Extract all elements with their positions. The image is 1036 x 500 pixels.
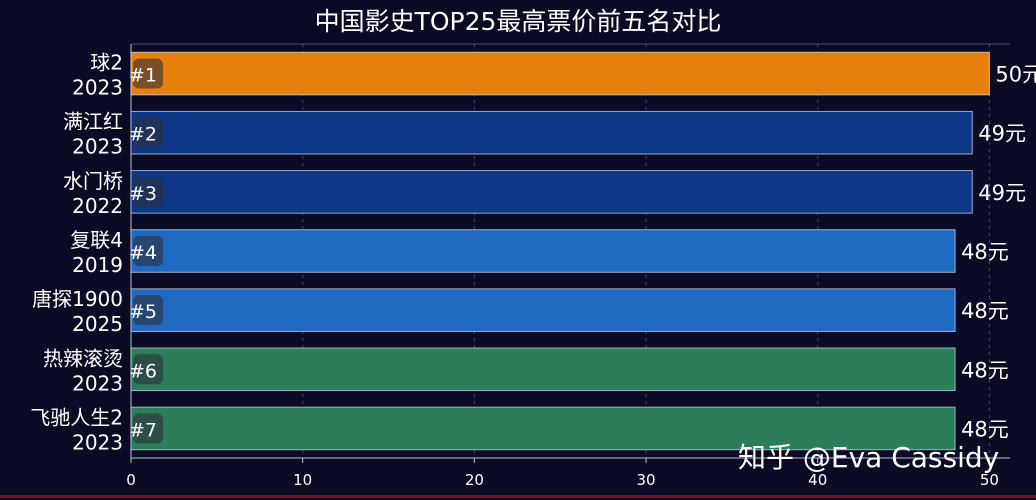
category-name-label: 唐探1900 xyxy=(32,287,123,311)
x-tick-label: 40 xyxy=(808,471,827,489)
rank-label: #7 xyxy=(129,419,157,441)
rank-badge xyxy=(133,413,163,444)
bottom-divider xyxy=(0,495,1036,498)
rank-badge xyxy=(133,117,163,148)
value-label: 49元 xyxy=(978,181,1026,205)
category-year-label: 2023 xyxy=(72,135,123,159)
category-name-label: 水门桥 xyxy=(63,169,123,193)
x-tick-label: 20 xyxy=(465,471,484,489)
value-label: 48元 xyxy=(961,417,1009,441)
category-year-label: 2023 xyxy=(72,76,123,100)
bar xyxy=(130,288,956,332)
rank-badge xyxy=(133,58,163,89)
rank-label: #5 xyxy=(129,301,157,323)
bar xyxy=(130,51,990,96)
bar xyxy=(130,347,956,392)
x-tick-label: 30 xyxy=(636,471,655,489)
rank-badge xyxy=(133,176,163,207)
category-name-label: 热辣滚烫 xyxy=(43,346,123,370)
rank-label: #6 xyxy=(129,360,157,382)
bar xyxy=(130,170,973,214)
value-label: 48元 xyxy=(961,299,1009,323)
category-name-label: 复联4 xyxy=(70,228,123,252)
chart-title: 中国影史TOP25最高票价前五名对比 xyxy=(314,7,722,36)
category-year-label: 2019 xyxy=(72,253,123,277)
rank-label: #3 xyxy=(129,183,157,205)
category-year-label: 2023 xyxy=(72,430,123,454)
category-name-label: 球2 xyxy=(90,51,123,75)
bar xyxy=(130,229,956,273)
bar xyxy=(130,406,956,451)
category-year-label: 2025 xyxy=(72,312,123,336)
category-name-label: 飞驰人生2 xyxy=(30,405,123,429)
rank-label: #1 xyxy=(129,65,157,87)
category-year-label: 2022 xyxy=(72,194,123,218)
watermark: 知乎 @Eva Cassidy xyxy=(738,441,1000,474)
value-label: 50元 xyxy=(995,63,1036,87)
rank-label: #4 xyxy=(129,242,157,264)
rank-badge xyxy=(133,354,163,385)
value-label: 49元 xyxy=(978,122,1026,146)
x-tick-label: 0 xyxy=(126,471,136,489)
bar xyxy=(130,110,973,155)
rank-badge xyxy=(133,236,163,266)
category-name-label: 满江红 xyxy=(63,110,123,134)
rank-badge xyxy=(133,295,163,326)
rank-label: #2 xyxy=(129,124,157,146)
value-label: 48元 xyxy=(961,240,1009,264)
value-label: 48元 xyxy=(961,358,1009,382)
x-tick-label: 50 xyxy=(980,471,999,489)
x-tick-label: 10 xyxy=(293,471,312,489)
category-year-label: 2023 xyxy=(72,371,123,395)
